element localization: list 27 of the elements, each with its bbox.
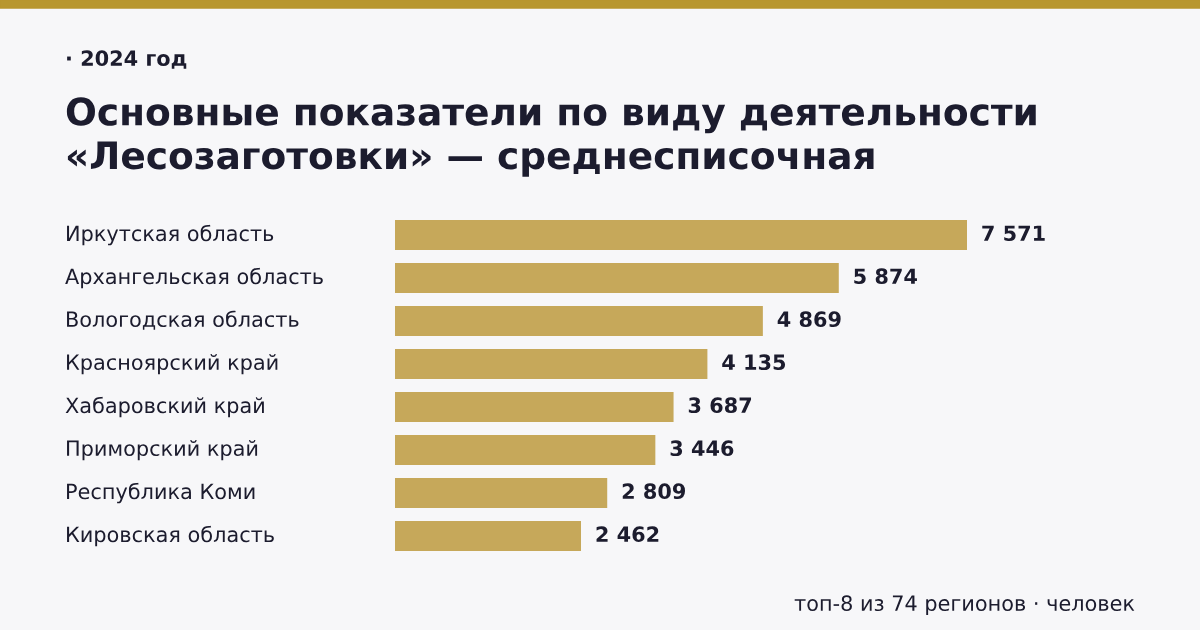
text: · 2024 год (67, 50, 187, 69)
data-label: 4 135 (722, 354, 786, 371)
y-tick-label: Кировская область (67, 525, 274, 547)
bar (395, 306, 763, 337)
bar (395, 521, 582, 552)
bar (395, 263, 839, 294)
bar (395, 435, 656, 466)
data-label: 2 809 (622, 483, 686, 500)
bar (395, 392, 674, 423)
y-tick-label: Архангельская область (65, 267, 323, 289)
y-tick-label: Приморский край (67, 440, 258, 461)
chart-title: Основные показатели по виду деятельности «Лесозаготовки» — среднесписочная (66, 97, 1036, 177)
data-label: 3 687 (688, 397, 752, 414)
y-tick-label: Красноярский край (67, 354, 278, 375)
y-tick-label: Иркутская область (67, 224, 274, 246)
data-label: 4 869 (777, 311, 841, 328)
data-label: 5 874 (854, 268, 917, 285)
y-tick-label: Вологодская область (67, 310, 299, 330)
y-tick-label: Республика Коми (67, 482, 255, 504)
bar (395, 220, 967, 251)
bar (395, 349, 708, 380)
data-label: 7 571 (982, 225, 1045, 242)
bar (395, 478, 608, 509)
data-label: 3 446 (670, 440, 734, 457)
data-label: 2 462 (596, 526, 659, 543)
text: топ-8 из 74 регионов · человек (794, 595, 1135, 616)
y-tick-label: Хабаровский край (65, 396, 264, 418)
